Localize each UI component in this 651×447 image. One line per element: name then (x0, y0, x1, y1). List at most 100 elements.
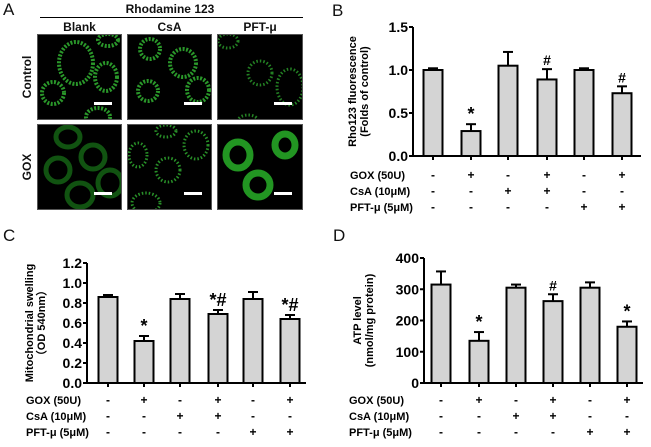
scale-bar (94, 192, 112, 195)
y-axis-label: Rho123 fluorescence (347, 36, 359, 147)
condition-sign: - (477, 425, 481, 439)
condition-sign: - (431, 184, 435, 198)
significance-marker: # (549, 277, 557, 293)
condition-sign: - (514, 393, 518, 407)
condition-label: PFT-μ (5μM) (349, 427, 412, 439)
significance-marker: # (543, 52, 551, 68)
y-tick-label: 1.0 (63, 275, 83, 291)
condition-sign: - (439, 393, 443, 407)
y-tick-label: 200 (396, 313, 420, 329)
condition-sign: + (512, 409, 519, 423)
panel-c-letter: C (3, 226, 16, 245)
condition-sign: + (549, 409, 556, 423)
significance-marker: * (467, 104, 474, 124)
micrograph-gox-csa (127, 124, 212, 210)
micrograph-gox-blank (37, 124, 122, 210)
condition-sign: - (477, 409, 481, 423)
condition-sign: + (249, 425, 256, 439)
row-header-control: Control (20, 55, 34, 99)
micrograph-control-pft (217, 34, 303, 120)
condition-sign: - (588, 393, 592, 407)
condition-sign: + (176, 409, 183, 423)
panel-a-letter: A (3, 0, 15, 19)
condition-sign: + (286, 393, 293, 407)
condition-sign: - (142, 425, 146, 439)
row-header-gox: GOX (20, 153, 34, 181)
chart-c: 0.0 0.2 0.4 0.6 0.8 1.0 1.2 Mitochondrial swell… (24, 255, 306, 439)
condition-sign: + (618, 168, 625, 182)
condition-sign: - (620, 184, 624, 198)
y-axis-label: ATP level (352, 296, 364, 345)
scale-bar (274, 192, 292, 195)
y-tick-label: 1.0 (389, 62, 409, 78)
significance-marker: * (140, 316, 147, 336)
condition-sign: - (178, 425, 182, 439)
panel-d-letter: D (333, 226, 346, 245)
panel-b-letter: B (332, 1, 344, 20)
y-tick-label: 300 (396, 281, 420, 297)
micrograph-gox-pft (217, 124, 303, 210)
fluorescent-cells-image (218, 35, 302, 119)
condition-sign: + (504, 184, 511, 198)
condition-sign: + (467, 168, 474, 182)
condition-sign: - (625, 409, 629, 423)
fluorescent-cells-image (136, 37, 211, 104)
significance-marker: *# (281, 295, 298, 315)
condition-label: CsA (10μM) (349, 411, 409, 423)
condition-sign: - (216, 425, 220, 439)
condition-sign: - (251, 393, 255, 407)
condition-sign: + (214, 393, 221, 407)
bar (97, 296, 119, 384)
bar (169, 298, 191, 384)
bar (505, 286, 527, 384)
y-tick-label: 0.0 (389, 148, 409, 164)
condition-sign: - (106, 409, 110, 423)
y-tick-label: 100 (396, 344, 420, 360)
condition-sign: - (106, 393, 110, 407)
condition-label: CsA (10μM) (350, 186, 410, 198)
condition-label: PFT-μ (5μM) (350, 202, 413, 214)
condition-sign: - (469, 184, 473, 198)
condition-sign: - (431, 168, 435, 182)
y-tick-label: 0.4 (63, 335, 83, 351)
condition-sign: + (549, 393, 556, 407)
fluorescent-cells-image (128, 125, 210, 209)
bar (430, 283, 452, 384)
scale-bar (184, 102, 202, 105)
condition-sign: + (586, 425, 593, 439)
y-axis-label: (Folds of control) (359, 46, 371, 137)
condition-sign: - (551, 425, 555, 439)
bar (279, 318, 301, 384)
y-tick-label: 0.0 (63, 375, 83, 391)
condition-sign: + (623, 393, 630, 407)
condition-sign: + (618, 200, 625, 214)
condition-sign: - (106, 425, 110, 439)
chart-d: 0 100 200 300 400 ATP level (nmol/mg protein) *… (349, 250, 643, 439)
column-header-blank: Blank (63, 20, 96, 34)
condition-sign: + (286, 425, 293, 439)
condition-sign: - (506, 200, 510, 214)
condition-label: GOX (50U) (349, 395, 404, 407)
bar (573, 69, 595, 157)
condition-sign: - (506, 168, 510, 182)
condition-sign: + (543, 168, 550, 182)
condition-label: CsA (10μM) (26, 411, 86, 423)
significance-marker: *# (209, 290, 226, 310)
significance-marker: # (618, 69, 626, 85)
condition-sign: - (251, 409, 255, 423)
y-tick-label: 1.5 (389, 19, 409, 35)
condition-sign: - (469, 200, 473, 214)
fluorescent-cells-image (43, 125, 121, 209)
micrograph-control-csa (127, 34, 212, 120)
condition-sign: - (439, 425, 443, 439)
panel-a-title-rule (40, 17, 303, 18)
condition-sign: + (623, 425, 630, 439)
condition-sign: - (545, 200, 549, 214)
micrograph-control-blank (37, 34, 122, 120)
bar (579, 286, 601, 384)
condition-sign: + (475, 393, 482, 407)
condition-sign: - (431, 200, 435, 214)
y-axis-label: （OD 540nm） (35, 285, 48, 361)
bar (460, 130, 482, 157)
scale-bar (94, 102, 112, 105)
